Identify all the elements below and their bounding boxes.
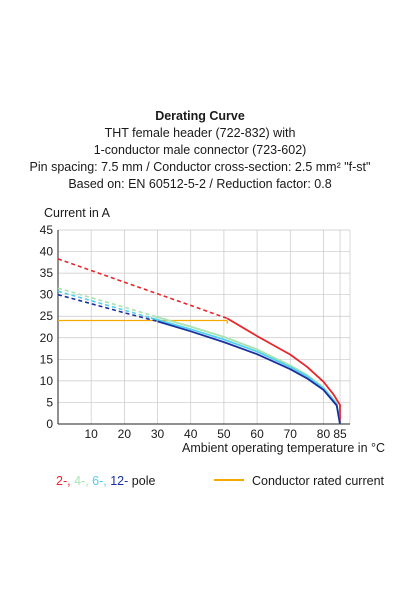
x-tick-label: 60: [250, 427, 264, 441]
x-axis-label: Ambient operating temperature in °C: [182, 441, 386, 455]
pole-legend: 2-, 4-, 6-, 12- pole: [56, 474, 155, 488]
series-12-pole-dashed: [57, 293, 158, 323]
y-tick-label: 30: [40, 288, 54, 302]
y-tick-label: 20: [40, 331, 54, 345]
x-tick-label: 10: [85, 427, 99, 441]
chart-title-block: Derating Curve THT female header (722-83…: [0, 108, 400, 193]
x-tick-label: 30: [151, 427, 165, 441]
x-tick-label: 70: [284, 427, 298, 441]
legend-entry-2-pole: 2-: [56, 474, 68, 488]
chart-subtitle-line-4: Based on: EN 60512-5-2 / Reduction facto…: [68, 177, 332, 191]
y-tick-label: 5: [46, 395, 53, 409]
legend-separator: ,: [103, 474, 111, 488]
y-tick-label: 15: [40, 352, 54, 366]
x-tick-label: 50: [217, 427, 231, 441]
x-tick-label: 40: [184, 427, 198, 441]
x-tick-label: 80: [317, 427, 331, 441]
chart-title: Derating Curve: [155, 109, 245, 123]
y-tick-label: 10: [40, 374, 54, 388]
series-12-pole-line: [157, 320, 341, 425]
legend-separator: ,: [85, 474, 93, 488]
conductor-rated-swatch: [214, 479, 244, 482]
series-6-pole-dashed: [57, 290, 152, 319]
y-axis-label: Current in A: [44, 206, 111, 220]
legend-entry-6-pole: 6-: [92, 474, 104, 488]
series-2-pole-line: [226, 317, 341, 424]
y-tick-label: 0: [46, 417, 53, 431]
chart-subtitle-line-1: THT female header (722-832) with: [104, 126, 296, 140]
legend-pole-suffix: pole: [128, 474, 156, 488]
chart-subtitle-line-3: Pin spacing: 7.5 mm / Conductor cross-se…: [29, 160, 371, 174]
series-4-pole-line: [153, 315, 341, 425]
x-tick-label: 20: [118, 427, 132, 441]
series-2-pole-dashed: [57, 258, 228, 320]
conductor-rated-legend: Conductor rated current: [214, 474, 384, 488]
y-tick-label: 45: [40, 223, 54, 237]
legend-entry-12-pole: 12-: [110, 474, 129, 488]
y-tick-label: 25: [40, 309, 54, 323]
y-tick-label: 35: [40, 266, 54, 280]
series-4-pole-dashed: [57, 287, 155, 317]
legend-separator: ,: [67, 474, 75, 488]
conductor-rated-label: Conductor rated current: [252, 474, 385, 488]
chart-subtitle-line-2: 1-conductor male connector (723-602): [93, 143, 307, 157]
legend-entry-4-pole: 4-: [74, 474, 86, 488]
x-tick-label: 85: [333, 427, 347, 441]
y-tick-label: 40: [40, 245, 54, 259]
